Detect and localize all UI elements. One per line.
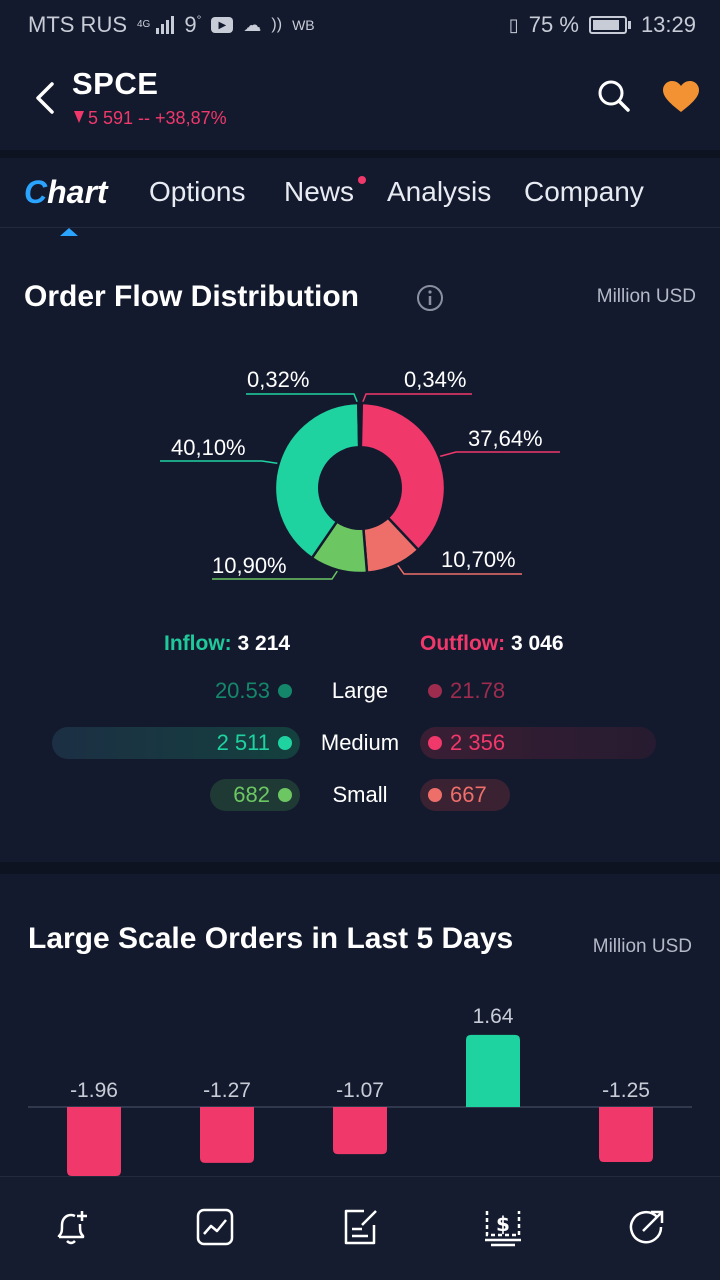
- bell-plus-icon[interactable]: [51, 1207, 91, 1247]
- large-orders-bar-chart: -1.96 -1.27 -1.07 1.64 -1.25: [28, 1005, 692, 1176]
- large-outflow: 21.78: [420, 675, 520, 707]
- medium-inflow: 2 511: [52, 727, 300, 759]
- svg-text:$: $: [496, 1212, 510, 1236]
- tab-news[interactable]: News: [284, 176, 355, 207]
- slice-label: 10,90%: [212, 553, 287, 578]
- info-icon[interactable]: [416, 284, 444, 312]
- carrier-name: MTS RUS: [28, 12, 127, 37]
- bar-2: [200, 1107, 254, 1163]
- slice-label: 37,64%: [468, 426, 543, 451]
- edit-note-icon[interactable]: [340, 1207, 380, 1247]
- order-flow-unit: Million USD: [596, 286, 696, 307]
- bar-1: [67, 1107, 121, 1176]
- back-arrow-icon[interactable]: [30, 80, 60, 116]
- section-divider: [0, 862, 720, 874]
- signal-icon: [156, 16, 175, 34]
- chart-icon[interactable]: [195, 1207, 235, 1247]
- bar-value-label: -1.27: [203, 1079, 251, 1102]
- bottom-toolbar: $: [0, 1176, 720, 1280]
- down-triangle-icon: [74, 111, 84, 123]
- slice-label: 0,34%: [404, 367, 467, 392]
- clock: 13:29: [640, 12, 696, 37]
- bar-3: [333, 1107, 387, 1155]
- temperature: 9°: [184, 12, 202, 37]
- battery-percent: 75 %: [528, 12, 579, 37]
- large-inflow: 20.53: [204, 675, 300, 707]
- tab-bar: Chart Options News Analysis Company: [0, 160, 720, 236]
- donut-slice: [358, 401, 447, 552]
- donut-slice: [273, 401, 362, 560]
- bar-5: [599, 1107, 653, 1162]
- price-quote: 5 591 -- +38,87%: [74, 108, 227, 129]
- medium-outflow: 2 356: [420, 727, 656, 759]
- rss-icon: )): [271, 16, 283, 33]
- money-icon[interactable]: $: [483, 1207, 523, 1247]
- order-flow-title: Order Flow Distribution: [24, 280, 359, 313]
- news-notification-dot: [358, 176, 366, 184]
- slice-label: 10,70%: [441, 547, 516, 572]
- wb-icon: WB: [292, 17, 315, 33]
- vibrate-icon: ▯: [508, 14, 519, 35]
- slice-label: 0,32%: [247, 367, 310, 392]
- network-type: 4G: [137, 19, 151, 30]
- ticker-symbol: SPCE: [72, 66, 159, 101]
- tab-chart[interactable]: Chart: [24, 174, 108, 236]
- inflow-summary: Inflow: 3 214: [164, 632, 291, 655]
- cloud-icon: ☁: [243, 14, 262, 35]
- order-flow-donut-chart: [160, 393, 560, 580]
- header-divider: [0, 150, 720, 158]
- bar-value-label: -1.25: [602, 1079, 650, 1102]
- large-label: Large: [331, 678, 389, 703]
- medium-label: Medium: [320, 730, 400, 755]
- large-orders-title: Large Scale Orders in Last 5 Days: [28, 922, 514, 955]
- bar-4: [466, 1034, 520, 1107]
- battery-icon: [588, 16, 631, 34]
- outflow-summary: Outflow: 3 046: [420, 632, 564, 655]
- small-label: Small: [332, 782, 388, 807]
- tab-options[interactable]: Options: [149, 176, 246, 207]
- small-inflow: 682: [210, 779, 300, 811]
- active-tab-indicator: [60, 228, 78, 236]
- youtube-icon: ▶: [211, 17, 234, 33]
- tab-company[interactable]: Company: [524, 176, 644, 207]
- share-icon[interactable]: [627, 1207, 667, 1247]
- heart-icon[interactable]: [662, 80, 700, 114]
- search-icon[interactable]: [596, 78, 632, 114]
- slice-label: 40,10%: [171, 435, 246, 460]
- bar-value-label: -1.96: [70, 1079, 118, 1102]
- large-orders-unit: Million USD: [592, 936, 692, 957]
- small-outflow: 667: [420, 779, 510, 811]
- status-bar: MTS RUS 4G 9° ▶ ☁ )) WB ▯ 75 % 13:29: [0, 0, 720, 50]
- tab-analysis[interactable]: Analysis: [387, 176, 492, 207]
- bar-value-label: -1.07: [336, 1079, 384, 1102]
- bar-value-label: 1.64: [473, 1005, 514, 1028]
- app-header: SPCE 5 591 -- +38,87%: [0, 50, 720, 150]
